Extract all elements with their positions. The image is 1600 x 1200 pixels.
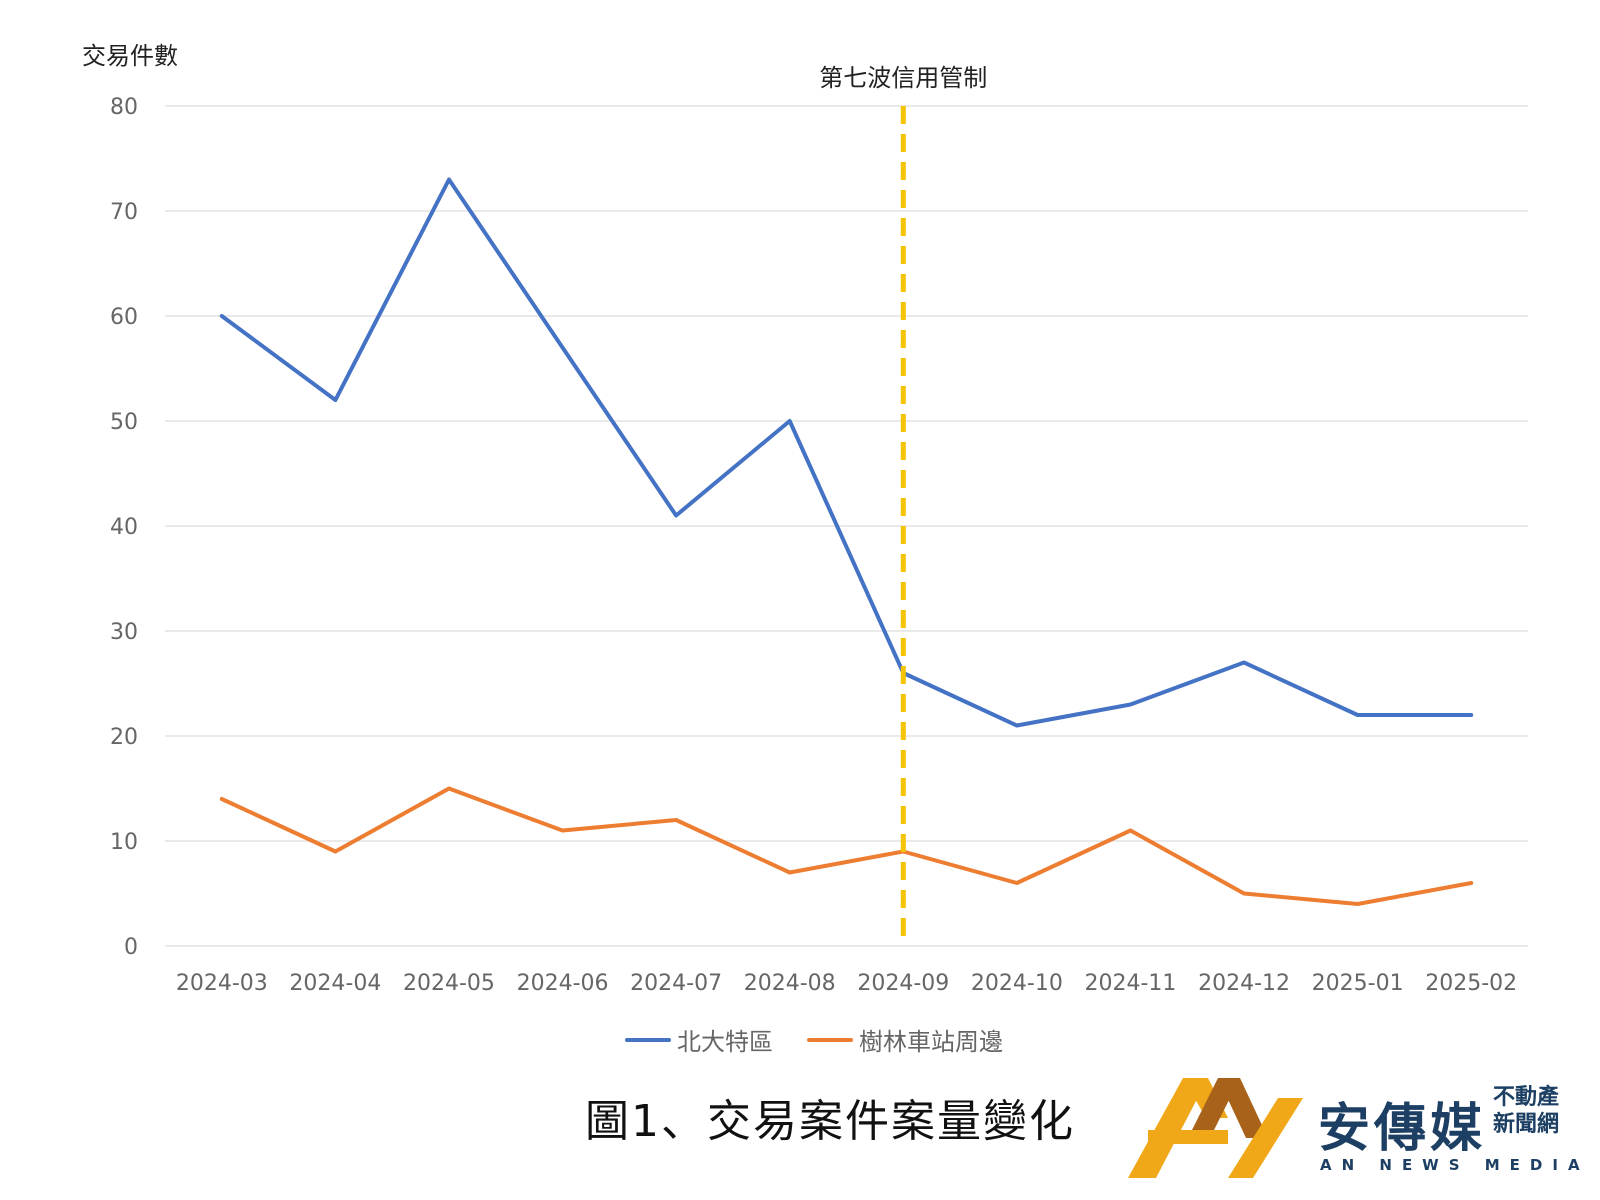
- x-tick-label: 2024-04: [289, 971, 381, 996]
- figure-caption: 圖1、交易案件案量變化: [585, 1096, 1075, 1147]
- y-tick-label: 20: [110, 725, 138, 750]
- y-tick-label: 50: [110, 410, 138, 435]
- brand-logo: 安傳媒 不動產 新聞網 AN NEWS MEDIA: [1128, 1078, 1580, 1188]
- series-line-2: [219, 786, 1474, 906]
- legend-label-series-1: 北大特區: [677, 1028, 773, 1056]
- x-tick-label: 2024-11: [1084, 971, 1176, 996]
- y-tick-label: 70: [110, 200, 138, 225]
- y-tick-label: 60: [110, 305, 138, 330]
- y-tick-label: 10: [110, 830, 138, 855]
- x-tick-label: 2024-09: [857, 971, 949, 996]
- x-tick-label: 2024-12: [1198, 971, 1290, 996]
- legend-item-series-1: 北大特區: [625, 1022, 773, 1057]
- legend-label-series-2: 樹林車站周邊: [859, 1028, 1003, 1056]
- x-tick-label: 2024-08: [744, 971, 836, 996]
- x-tick-label: 2025-01: [1312, 971, 1404, 996]
- x-tick-label: 2024-03: [176, 971, 268, 996]
- legend-swatch-series-2: [807, 1037, 853, 1042]
- x-tick-label: 2025-02: [1425, 971, 1517, 996]
- annotation-label: 第七波信用管制: [819, 64, 987, 92]
- x-tick-label: 2024-07: [630, 971, 722, 996]
- legend: 北大特區 樹林車站周邊: [625, 1022, 1003, 1057]
- brand-english-name: AN NEWS MEDIA: [1320, 1156, 1590, 1174]
- y-axis-label: 交易件數: [82, 42, 178, 70]
- brand-subtitle: 不動產 新聞網: [1493, 1084, 1573, 1138]
- logo-mark-icon: [1128, 1078, 1303, 1178]
- x-tick-label: 2024-10: [971, 971, 1063, 996]
- line-chart: 0 10 20 30 40 50 60 70 80 2024-03 2024-04 2024-05 20…: [110, 64, 1528, 996]
- x-tick-label: 2024-05: [403, 971, 495, 996]
- legend-swatch-series-1: [625, 1037, 671, 1042]
- series-line-1: [219, 177, 1474, 728]
- brand-subtitle-line-1: 不動產: [1493, 1085, 1560, 1110]
- brand-name: 安傳媒: [1318, 1099, 1487, 1159]
- legend-item-series-2: 樹林車站周邊: [807, 1022, 1003, 1057]
- x-tick-label: 2024-06: [517, 971, 609, 996]
- y-tick-label: 30: [110, 620, 138, 645]
- y-tick-label: 40: [110, 515, 138, 540]
- y-tick-label: 80: [110, 95, 138, 120]
- brand-subtitle-line-2: 新聞網: [1493, 1112, 1560, 1137]
- y-tick-label: 0: [124, 935, 138, 960]
